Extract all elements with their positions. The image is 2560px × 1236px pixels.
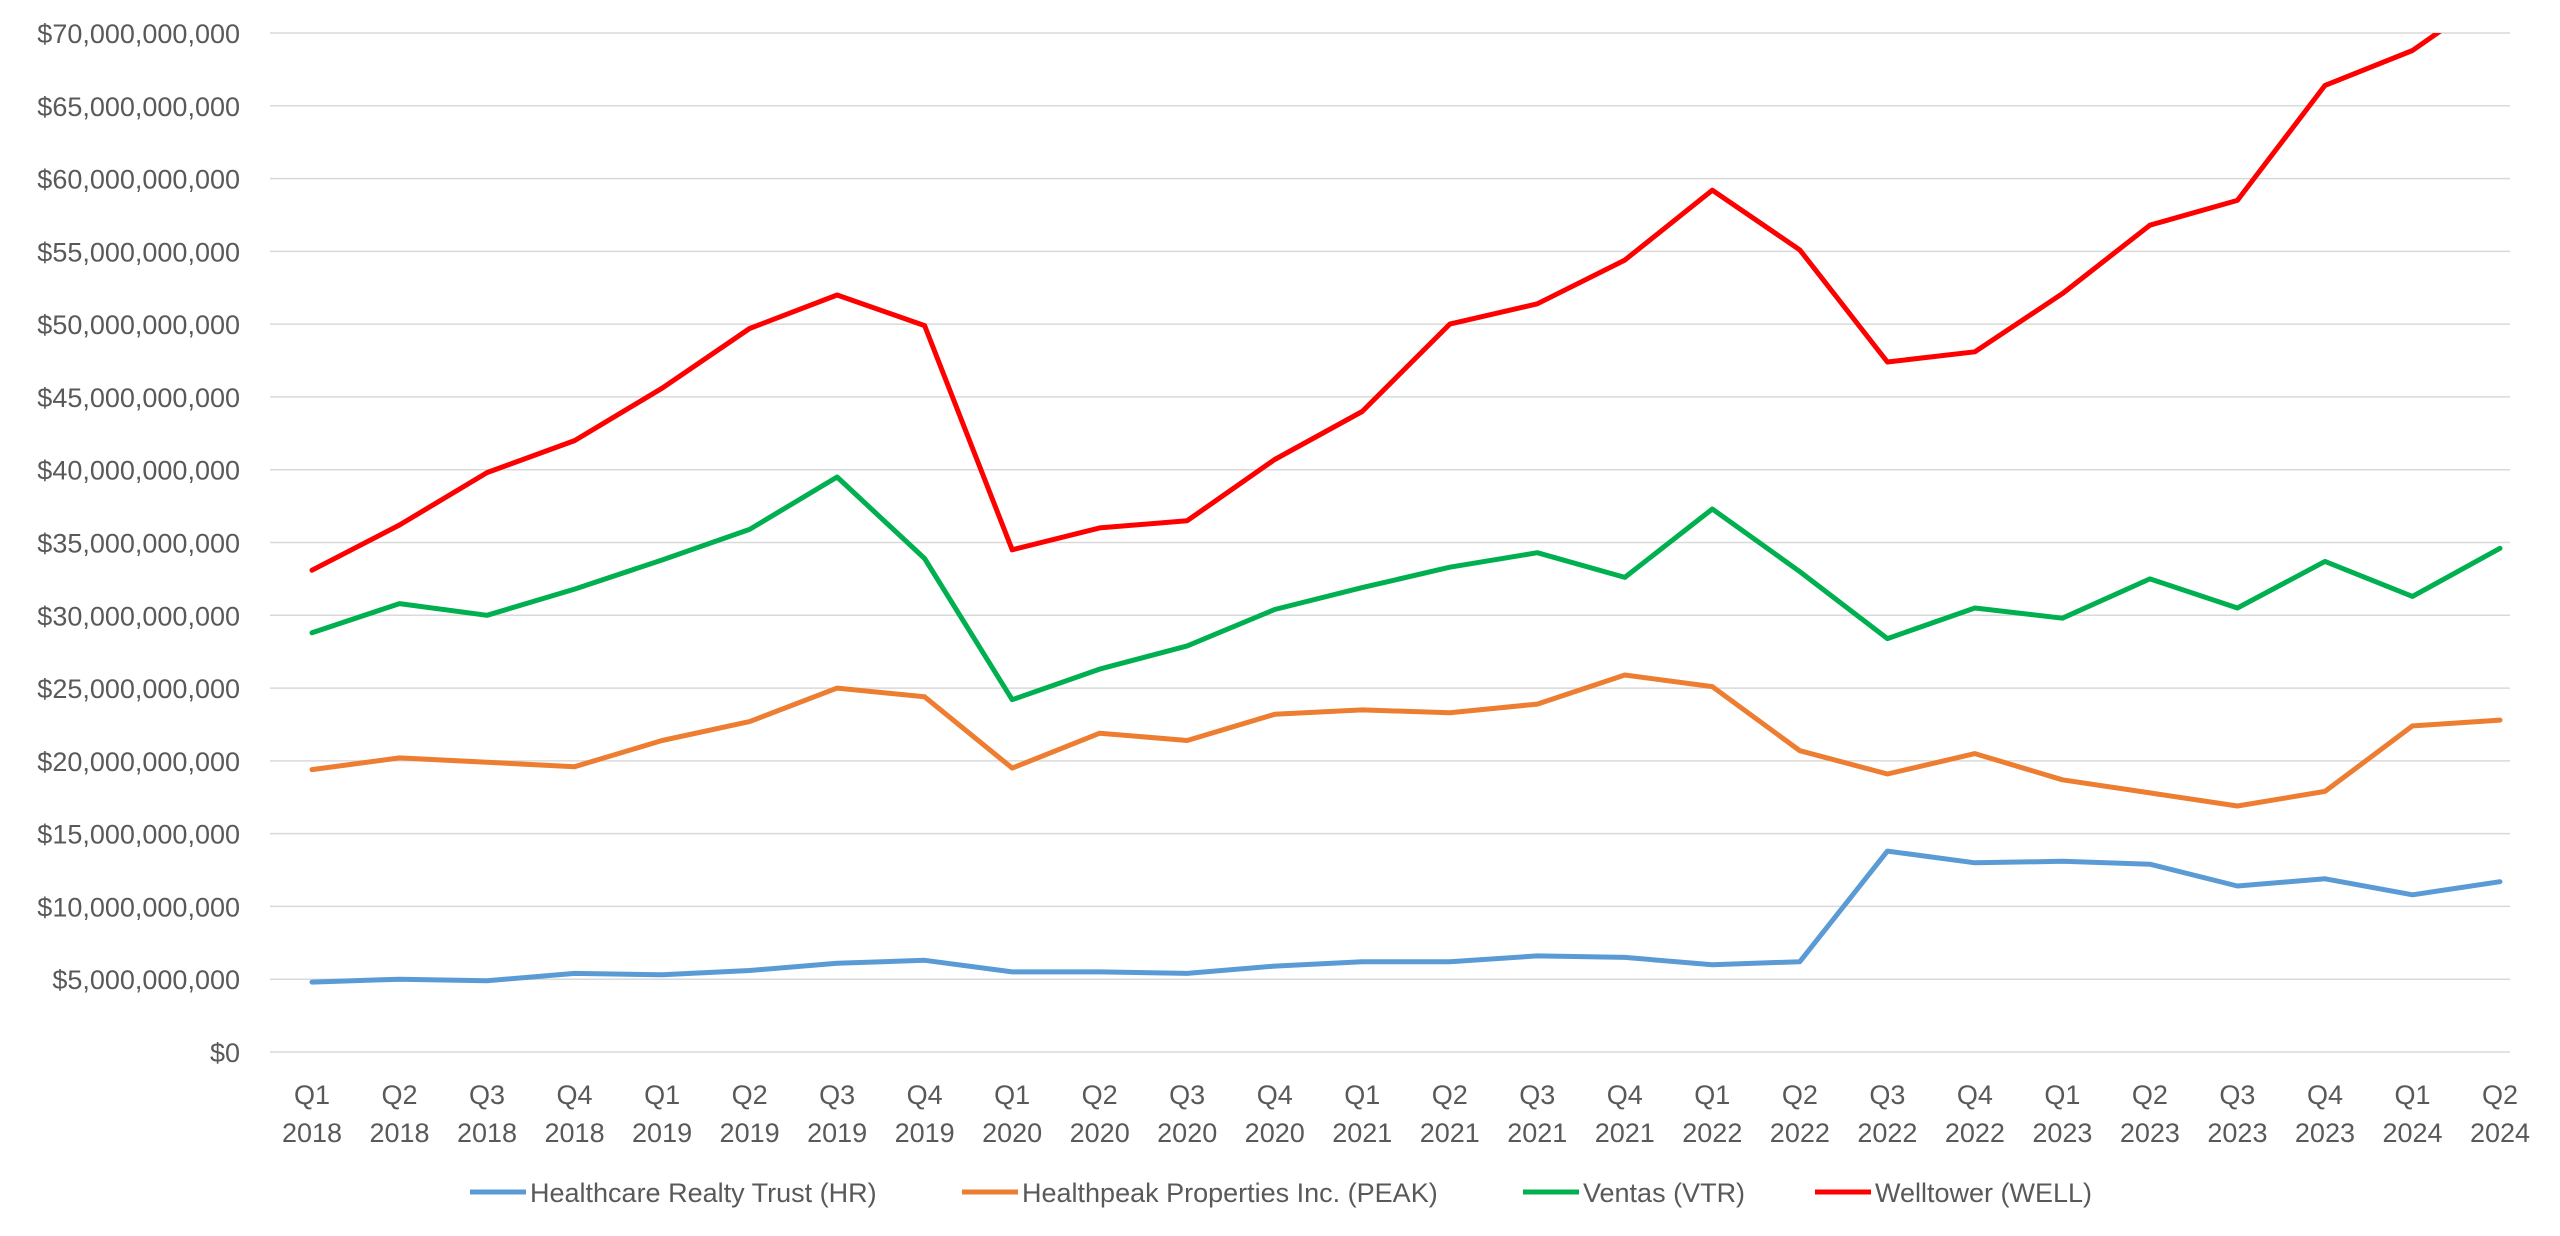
series-line-2	[309, 474, 2503, 703]
x-tick-year: 2022	[1857, 1118, 1917, 1148]
x-tick-year: 2021	[1507, 1118, 1567, 1148]
x-tick-quarter: Q2	[732, 1080, 768, 1110]
x-tick-year: 2020	[1245, 1118, 1305, 1148]
x-tick-year: 2020	[1157, 1118, 1217, 1148]
x-tick-quarter: Q1	[1694, 1080, 1730, 1110]
y-tick-label: $30,000,000,000	[37, 601, 240, 631]
x-tick-quarter: Q1	[644, 1080, 680, 1110]
x-tick-year: 2019	[895, 1118, 955, 1148]
x-tick-quarter: Q2	[382, 1080, 418, 1110]
x-tick-year: 2018	[545, 1118, 605, 1148]
y-tick-label: $0	[210, 1038, 240, 1068]
x-tick-year: 2020	[982, 1118, 1042, 1148]
legend-label: Welltower (WELL)	[1875, 1178, 2092, 1208]
x-tick-quarter: Q1	[294, 1080, 330, 1110]
x-tick-year: 2021	[1332, 1118, 1392, 1148]
x-tick-quarter: Q4	[1257, 1080, 1293, 1110]
x-tick-year: 2024	[2382, 1118, 2442, 1148]
x-tick-quarter: Q1	[2044, 1080, 2080, 1110]
x-tick-year: 2023	[2295, 1118, 2355, 1148]
legend-label: Healthcare Realty Trust (HR)	[530, 1178, 877, 1208]
y-tick-label: $60,000,000,000	[37, 165, 240, 195]
series-lines	[309, 33, 2503, 985]
x-tick-quarter: Q4	[1957, 1080, 1993, 1110]
y-tick-label: $20,000,000,000	[37, 747, 240, 777]
y-tick-label: $55,000,000,000	[37, 237, 240, 267]
y-tick-label: $15,000,000,000	[37, 820, 240, 850]
x-tick-quarter: Q4	[557, 1080, 593, 1110]
x-tick-year: 2020	[1070, 1118, 1130, 1148]
x-tick-quarter: Q4	[1607, 1080, 1643, 1110]
y-tick-label: $10,000,000,000	[37, 892, 240, 922]
series-line-1	[309, 672, 2503, 809]
series-line-3	[309, 33, 2442, 573]
x-tick-quarter: Q2	[2482, 1080, 2518, 1110]
x-tick-quarter: Q2	[2132, 1080, 2168, 1110]
x-tick-year: 2018	[282, 1118, 342, 1148]
x-tick-year: 2019	[632, 1118, 692, 1148]
x-tick-year: 2018	[369, 1118, 429, 1148]
legend-label: Ventas (VTR)	[1583, 1178, 1745, 1208]
x-axis-labels: Q1 2018 Q2 2018 Q3 2018 Q4 2018 Q1 2019 Q2 2019 Q3 20…	[282, 1080, 2530, 1148]
x-tick-year: 2019	[807, 1118, 867, 1148]
x-tick-year: 2021	[1595, 1118, 1655, 1148]
y-tick-label: $40,000,000,000	[37, 456, 240, 486]
x-tick-quarter: Q1	[994, 1080, 1030, 1110]
x-tick-quarter: Q3	[1869, 1080, 1905, 1110]
x-tick-year: 2022	[1682, 1118, 1742, 1148]
x-tick-year: 2023	[2032, 1118, 2092, 1148]
x-tick-quarter: Q4	[907, 1080, 943, 1110]
x-tick-quarter: Q2	[1082, 1080, 1118, 1110]
legend-label: Healthpeak Properties Inc. (PEAK)	[1022, 1178, 1438, 1208]
y-tick-label: $70,000,000,000	[37, 19, 240, 49]
legend: Healthcare Realty Trust (HR) Healthpeak P…	[470, 1178, 2092, 1208]
x-tick-quarter: Q3	[1169, 1080, 1205, 1110]
x-tick-quarter: Q2	[1782, 1080, 1818, 1110]
y-tick-label: $65,000,000,000	[37, 92, 240, 122]
x-tick-year: 2023	[2120, 1118, 2180, 1148]
x-tick-quarter: Q4	[2307, 1080, 2343, 1110]
x-tick-year: 2023	[2207, 1118, 2267, 1148]
x-tick-year: 2018	[457, 1118, 517, 1148]
x-tick-quarter: Q3	[2219, 1080, 2255, 1110]
x-tick-year: 2024	[2470, 1118, 2530, 1148]
gridlines	[270, 32, 2510, 1053]
x-tick-year: 2019	[720, 1118, 780, 1148]
x-tick-quarter: Q1	[2394, 1080, 2430, 1110]
x-tick-year: 2022	[1945, 1118, 2005, 1148]
y-tick-label: $25,000,000,000	[37, 674, 240, 704]
y-tick-label: $35,000,000,000	[37, 529, 240, 559]
x-tick-year: 2022	[1770, 1118, 1830, 1148]
x-tick-quarter: Q3	[1519, 1080, 1555, 1110]
y-tick-label: $5,000,000,000	[52, 965, 240, 995]
x-tick-year: 2021	[1420, 1118, 1480, 1148]
y-tick-label: $45,000,000,000	[37, 383, 240, 413]
x-tick-quarter: Q2	[1432, 1080, 1468, 1110]
y-axis-labels: $0 $5,000,000,000 $10,000,000,000 $15,000,0…	[37, 19, 240, 1068]
x-tick-quarter: Q3	[469, 1080, 505, 1110]
x-tick-quarter: Q1	[1344, 1080, 1380, 1110]
y-tick-label: $50,000,000,000	[37, 310, 240, 340]
series-line-0	[309, 848, 2503, 985]
x-tick-quarter: Q3	[819, 1080, 855, 1110]
